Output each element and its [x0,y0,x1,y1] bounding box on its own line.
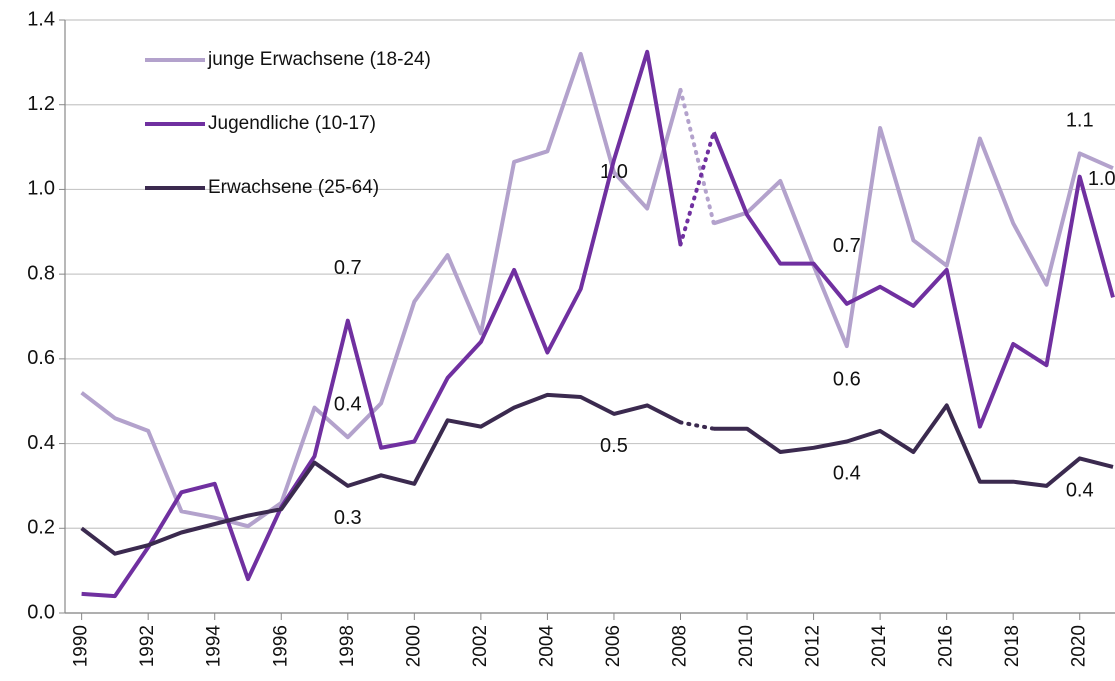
x-tick-label: 2016 [936,625,957,667]
data-label: 0.7 [833,235,861,257]
y-tick-label: 1.4 [27,8,55,30]
y-tick-label: 0.6 [27,347,55,369]
x-tick-label: 2006 [603,625,624,667]
x-tick-label: 2020 [1069,625,1090,667]
x-tick-label: 1996 [270,625,291,667]
series-line [81,49,1115,599]
data-label: 0.7 [334,257,362,279]
series-line [80,51,1114,529]
y-tick-label: 0.8 [27,262,55,284]
x-tick-label: 1994 [204,625,225,668]
dotted-connector [678,420,716,431]
dotted-connector [678,130,716,247]
dotted-connector [678,87,716,226]
x-tick-label: 1990 [71,625,92,667]
x-tick-label: 2014 [869,625,890,668]
y-tick-label: 1.2 [27,93,55,115]
data-label: 0.4 [1066,480,1094,502]
data-label: 0.4 [833,463,861,485]
data-label: 0.6 [833,368,861,390]
data-label: 1.0 [600,161,628,183]
data-label: 1.0 [1088,168,1115,190]
y-tick-label: 0.2 [27,517,55,539]
y-tick-label: 0.4 [27,432,55,454]
x-tick-label: 2008 [670,625,691,667]
x-tick-label: 2004 [536,625,557,668]
y-tick-label: 0.0 [27,601,55,623]
x-tick-label: 2000 [403,625,424,667]
x-tick-label: 2002 [470,625,491,667]
data-label: 0.4 [334,393,362,415]
data-label: 1.1 [1066,110,1094,132]
x-tick-label: 2010 [736,625,757,667]
y-tick-label: 1.0 [27,178,55,200]
x-tick-label: 1992 [137,625,158,667]
legend-label: Erwachsene (25-64) [208,177,379,198]
series-line [80,392,1114,556]
data-label: 0.3 [334,507,362,529]
x-tick-label: 2018 [1002,625,1023,667]
x-tick-label: 2012 [803,625,824,667]
legend-label: Jugendliche (10-17) [208,113,376,134]
x-tick-label: 1998 [337,625,358,667]
data-label: 0.5 [600,435,628,457]
legend-label: junge Erwachsene (18-24) [207,49,431,70]
